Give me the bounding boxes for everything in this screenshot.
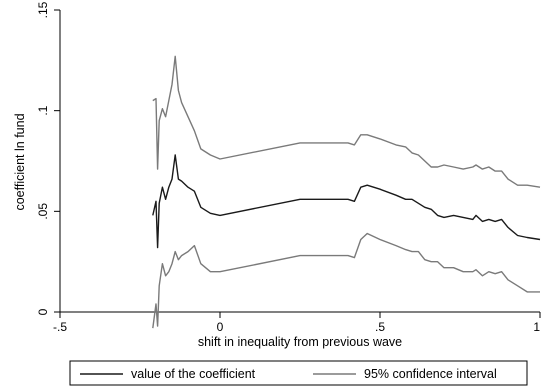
- legend: value of the coefficient 95% confidence …: [69, 360, 528, 386]
- y-tick-label: .1: [36, 105, 50, 115]
- legend-label-coefficient: value of the coefficient: [131, 367, 256, 381]
- y-tick-label: .05: [36, 203, 50, 220]
- series-line-lower-ci: [152, 232, 540, 329]
- x-tick-label: .5: [375, 320, 385, 334]
- legend-box: [69, 360, 528, 386]
- y-axis-ticks: 0 .05 .1 .15: [36, 1, 60, 315]
- legend-label-confidence-interval: 95% confidence interval: [364, 367, 497, 381]
- x-tick-label: 0: [217, 320, 224, 334]
- x-tick-label: -.5: [53, 320, 67, 334]
- x-axis-title: shift in inequality from previous wave: [198, 335, 402, 349]
- series-line-upper-ci: [152, 55, 541, 188]
- x-tick-label: 1: [533, 320, 540, 334]
- y-axis-title: coefficient ln fund: [13, 113, 27, 210]
- series-line-coefficient: [152, 154, 541, 249]
- y-tick-label: .15: [36, 1, 50, 18]
- y-tick-label: 0: [36, 308, 50, 315]
- series-layer: [152, 55, 541, 329]
- plot-area: 0.05.1.15 -.5 0.5 1: [36, 1, 541, 334]
- x-axis-ticks: -.5 0 .5 1: [53, 312, 541, 334]
